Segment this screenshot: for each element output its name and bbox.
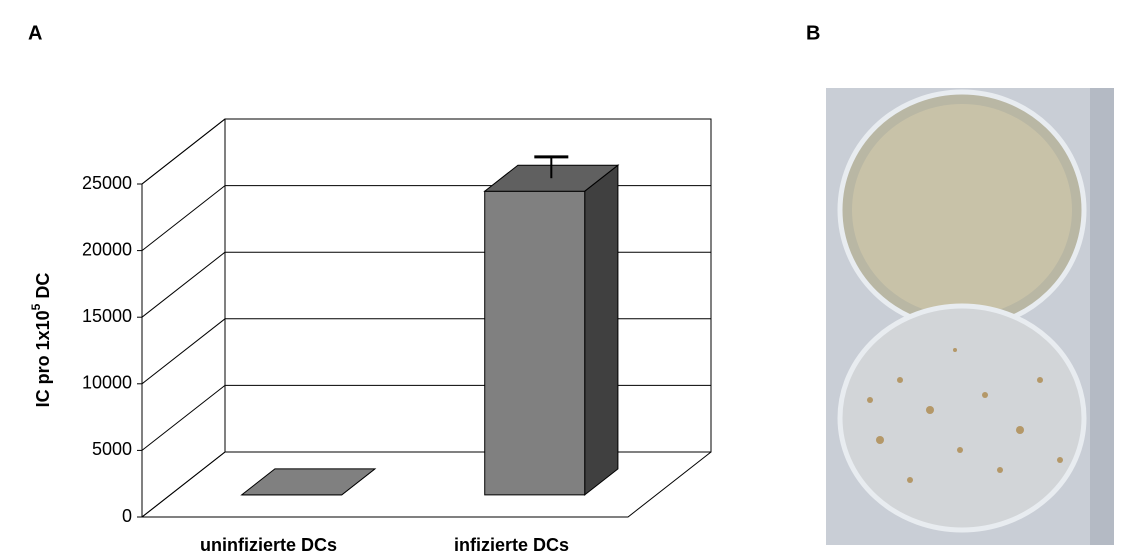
panel-label: A	[28, 22, 42, 44]
bar-side	[585, 165, 618, 495]
photo	[826, 88, 1114, 545]
y-tick-label: 10000	[82, 373, 132, 393]
grid-diagonal	[142, 385, 225, 450]
x-tick-label: uninfizierte DCs	[200, 535, 337, 554]
y-tick-label: 15000	[82, 306, 132, 326]
left-wall	[142, 119, 225, 517]
well	[840, 306, 1084, 530]
grid-diagonal	[142, 319, 225, 384]
well-stain	[852, 104, 1072, 316]
figure: A B IC pro 1x105 DC 0 5000 10000 15000 20000…	[0, 0, 1131, 554]
panel-label: B	[806, 22, 820, 44]
y-tick-label: 0	[122, 506, 132, 526]
y-tick-label: 25000	[82, 173, 132, 193]
floor	[142, 452, 711, 517]
y-label-text: IC pro 1x10	[33, 310, 53, 407]
grid-diagonal	[142, 119, 225, 184]
y-tick-label: 5000	[92, 439, 132, 459]
back-wall	[225, 119, 711, 452]
bar-top	[242, 469, 375, 495]
grid-diagonal	[142, 452, 225, 517]
y-label-suffix: DC	[33, 273, 53, 304]
bar-front	[485, 191, 585, 495]
y-axis-label: IC pro 1x105 DC	[29, 273, 53, 408]
plate-edge	[1090, 88, 1114, 545]
grid-diagonal	[142, 252, 225, 317]
y-tick-label: 20000	[82, 239, 132, 259]
x-tick-label: infizierte DCs	[454, 535, 569, 554]
grid-diagonal	[142, 186, 225, 251]
